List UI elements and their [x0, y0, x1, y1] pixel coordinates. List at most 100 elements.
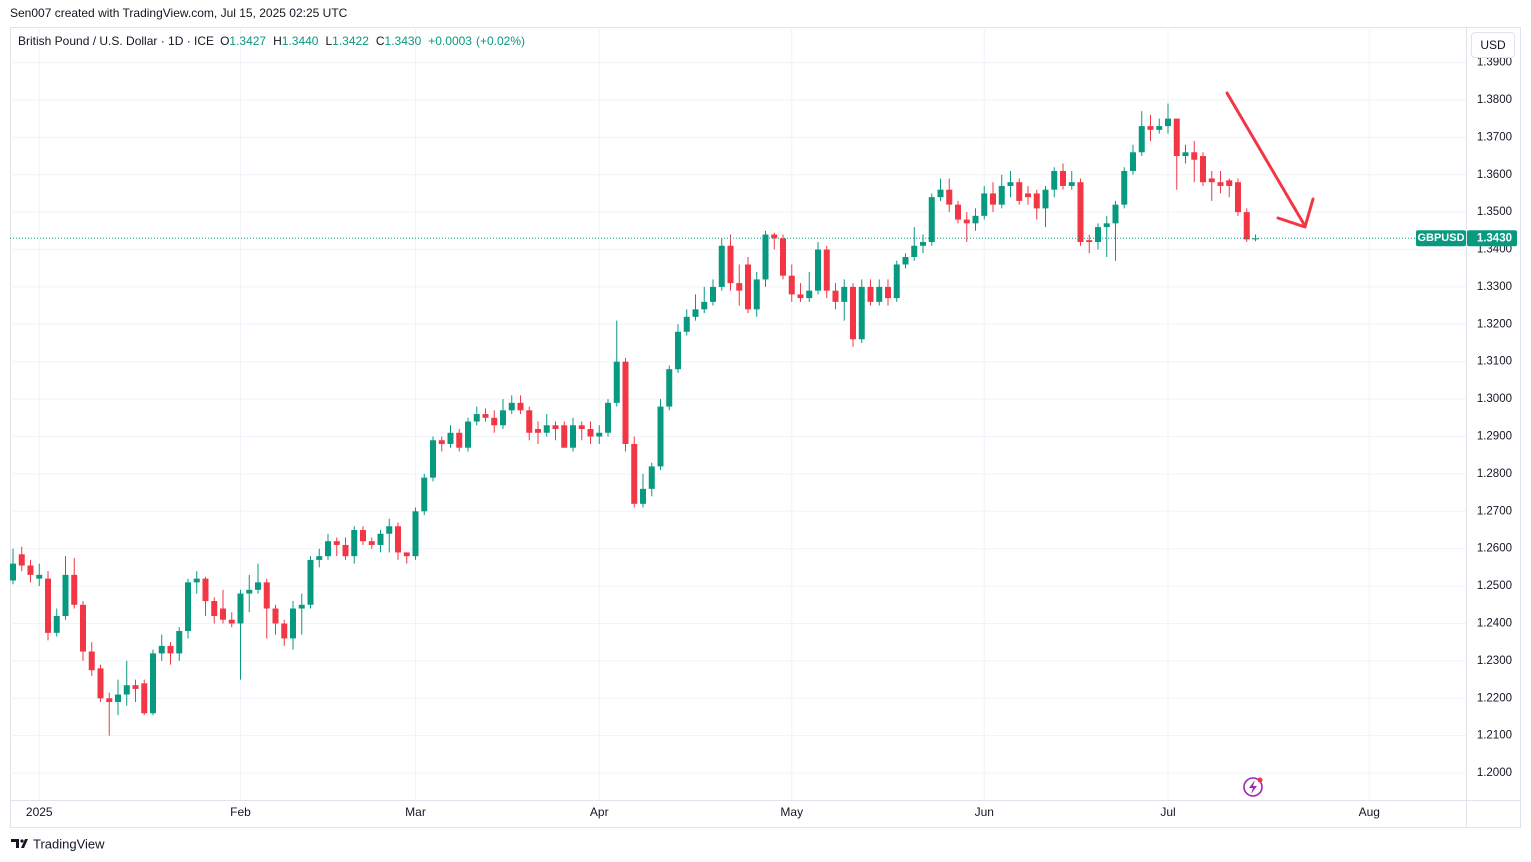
ohlc-value: 1.3422 [332, 34, 369, 48]
x-tick-label: 2025 [26, 805, 53, 819]
candle-body [1252, 238, 1259, 240]
arrow-shaft [1225, 91, 1307, 228]
candle-body [587, 429, 594, 437]
candle-body [727, 245, 734, 284]
y-tick-label: 1.2300 [1477, 655, 1512, 667]
candle-body [132, 685, 139, 689]
candle-body [1156, 126, 1163, 130]
candle-body [62, 574, 69, 617]
candle-body [325, 541, 331, 557]
x-tick-label: Jul [1160, 805, 1175, 819]
candle-body [561, 425, 568, 448]
y-tick-label: 1.2200 [1477, 692, 1512, 704]
candle-body [535, 429, 541, 433]
candle-body [377, 533, 384, 545]
candle-body [613, 361, 620, 403]
candle-body [141, 683, 148, 714]
candle-body [675, 331, 681, 370]
candle-body [920, 242, 926, 246]
candle-body [1060, 170, 1066, 186]
candle-body [1217, 182, 1224, 186]
brand-name: TradingView [33, 836, 105, 851]
candle-body [106, 698, 113, 703]
candle-body [893, 264, 900, 299]
candle-body [456, 432, 463, 448]
candle-body [543, 425, 550, 433]
candle-body [998, 185, 1005, 205]
candle-body [1077, 182, 1084, 243]
candle-body [972, 215, 979, 224]
last-price-tag [1467, 230, 1517, 247]
candle-body [753, 279, 760, 310]
candle-body [1182, 152, 1189, 157]
candle-body [386, 526, 393, 534]
y-tick-label: 1.3300 [1477, 281, 1512, 293]
candle-body [1068, 182, 1075, 186]
y-tick-label: 1.2500 [1477, 580, 1512, 592]
candle-body [88, 651, 95, 671]
candle-body [80, 604, 86, 652]
y-tick-label: 1.3600 [1477, 169, 1512, 181]
candle-body [1235, 182, 1241, 213]
candle-body [1226, 180, 1233, 186]
x-tick-label: May [780, 805, 803, 819]
candle-body [491, 417, 498, 426]
candle-body [403, 552, 410, 557]
change: +0.0003 [428, 34, 472, 48]
candle-body [167, 645, 174, 654]
candle-body [395, 526, 401, 553]
candle-body [850, 286, 856, 340]
legend: British Pound / U.S. Dollar · 1D · ICE O… [18, 34, 532, 48]
candle-body [832, 290, 839, 302]
candle-body [123, 685, 130, 695]
candle-body [298, 604, 305, 609]
symbol-tag-label: GBPUSD [1417, 232, 1464, 244]
candle-body [1025, 193, 1031, 198]
candle-body [780, 238, 786, 276]
candle-body [281, 623, 288, 639]
grid [10, 27, 1466, 800]
candle-body [45, 578, 51, 633]
candle-body [1007, 182, 1014, 186]
candle-body [797, 294, 804, 299]
candle-body [876, 286, 883, 302]
candle-body [185, 582, 191, 631]
candle-body [981, 193, 988, 216]
ohlc-label: C [375, 34, 385, 48]
candle-body [360, 529, 366, 542]
candle-body [736, 283, 743, 291]
candle-body [657, 406, 664, 467]
symbol-tag [1416, 230, 1466, 247]
candle-body [648, 466, 655, 489]
candle-body [928, 197, 935, 243]
candle-body [570, 425, 576, 448]
candle-body [745, 264, 751, 310]
candle-body [1112, 204, 1119, 224]
currency-button[interactable]: USD [1471, 32, 1515, 58]
time-axis: 2025 Feb Mar Apr May Jun Jul Aug [26, 805, 1380, 819]
candle-body [710, 286, 716, 302]
y-tick-label: 1.3000 [1477, 393, 1512, 405]
candle-body [622, 361, 629, 444]
alert-dot[interactable] [1257, 777, 1263, 783]
alert-icon[interactable] [1243, 777, 1263, 797]
candle-body [1016, 182, 1023, 201]
candle-body [955, 204, 961, 220]
candle-body [631, 443, 638, 504]
alert-bolt[interactable] [1249, 780, 1257, 794]
candle-body [946, 189, 953, 205]
candle-body [1086, 240, 1093, 243]
candle-body [1173, 118, 1180, 157]
candle-body [237, 593, 244, 624]
candle-body [1200, 156, 1206, 183]
candle-body [1147, 126, 1154, 130]
y-tick-label: 1.3400 [1477, 244, 1512, 256]
candle-body [421, 477, 428, 512]
candle-body [1042, 189, 1049, 209]
candle-body [1103, 223, 1110, 228]
ohlc-value: 1.3440 [281, 34, 319, 48]
candle-body [438, 440, 445, 444]
candle-body [911, 245, 918, 257]
candle-body [342, 544, 349, 557]
arrow-head [1276, 197, 1315, 229]
